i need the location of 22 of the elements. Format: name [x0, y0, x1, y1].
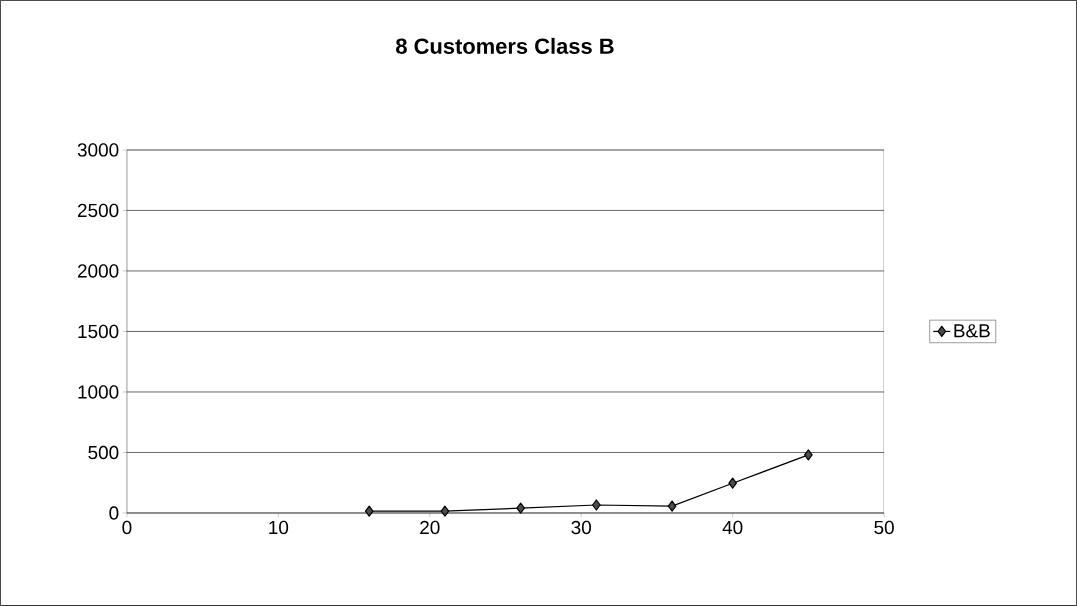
point: [440, 505, 450, 517]
legend-label: B&B: [954, 324, 990, 338]
x-tick-label: 10: [269, 520, 289, 535]
chart-title: 8 Customers Class B: [396, 37, 614, 54]
point: [728, 477, 737, 489]
y-tick-label: 1500: [78, 324, 119, 339]
x-tick-label: 40: [722, 520, 743, 535]
x-tick-label: 20: [420, 520, 440, 535]
x-tick-label: 50: [874, 520, 894, 535]
point: [516, 502, 525, 514]
point: [804, 449, 813, 461]
point: [592, 499, 601, 511]
y-tick-label: 500: [88, 445, 119, 460]
y-tick-label: 0: [109, 506, 119, 520]
y-tick-label: 2500: [77, 203, 119, 218]
x-tick-label: 0: [122, 520, 132, 535]
point: [667, 500, 677, 512]
point: [364, 505, 374, 517]
y-tick-label: 1000: [78, 385, 119, 399]
x-tick-label: 30: [571, 520, 591, 535]
y-tick-label: 2000: [77, 264, 119, 278]
y-tick-label: 3000: [77, 143, 119, 157]
